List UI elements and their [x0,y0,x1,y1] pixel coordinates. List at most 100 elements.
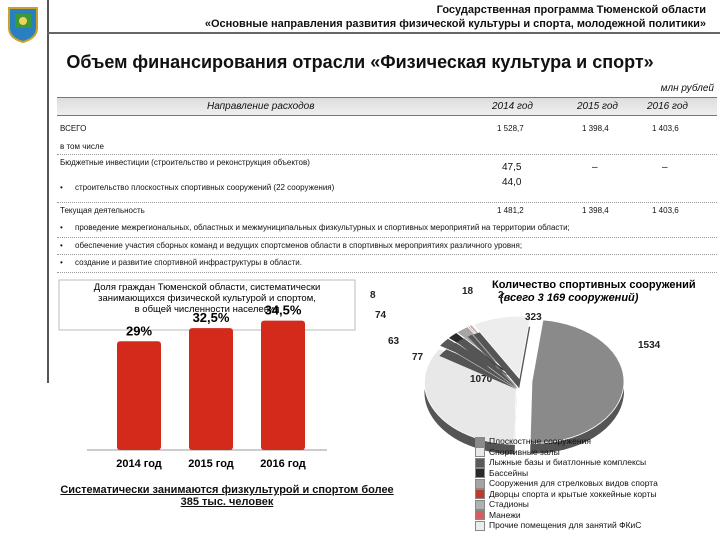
row-label: обеспечение участия сборных команд и вед… [75,241,523,250]
cell-2015: 1 398,4 [582,124,609,133]
chart-title-line2: занимающихся физической культурой и спор… [98,293,316,304]
cell-2014: 1 481,2 [497,206,524,215]
legend-swatch [475,520,485,531]
header-2015: 2015 год [577,101,618,112]
cell-2016: 1 403,6 [652,124,679,133]
pie-slice-depth [439,348,517,390]
bar [189,328,233,450]
pie-slice-depth [456,336,518,389]
row-label: создание и развитие спортивной инфрастру… [75,258,302,267]
bullet-icon: • [60,183,63,192]
bullet-icon: • [60,241,63,250]
left-sidebar [0,0,49,383]
pie-slice-label: 63 [388,336,400,347]
row-label: проведение межрегиональных, областных и … [75,223,570,232]
row-label: Текущая деятельность [60,206,145,215]
bar-value-label: 34,5% [265,303,302,318]
bar [261,320,305,450]
legend-swatch [475,510,485,521]
table-row: Текущая деятельность 1 481,2 1 398,4 1 4… [57,202,717,215]
unit-label: млн рублей [660,83,714,94]
bar-category-label: 2016 год [260,458,306,470]
legend-item: Прочие помещения для занятий ФКиС [475,520,658,531]
pie-slice-depth [469,334,518,389]
table-row: • обеспечение участия сборных команд и в… [57,237,717,250]
legend-label: Бассейны [489,467,529,478]
cell-2016: – [662,162,668,173]
cell-2015: – [592,162,598,173]
legend-swatch [475,447,485,458]
pie-chart: Количество спортивных сооружений (всего … [370,279,696,455]
pie-slice-label: 1070 [470,374,493,385]
legend-swatch [475,457,485,468]
chart-title-line3: в общей численности населения [135,304,280,315]
legend-item: Плоскостные сооружения [475,436,658,447]
pie-slice-label: 77 [412,352,424,363]
legend-item: Дворцы спорта и крытые хоккейные корты [475,489,658,500]
table-row: • создание и развитие спортивной инфраст… [57,254,717,273]
pie-slice-label: 18 [462,286,474,297]
header-program: Государственная программа Тюменской обла… [436,4,706,16]
row-label: в том числе [60,142,104,151]
legend-swatch [475,436,485,447]
header-2016: 2016 год [647,101,688,112]
legend-label: Лыжные базы и биатлонные комплексы [489,457,647,467]
cell-2014: 47,5 [502,162,522,173]
legend-label: Плоскостные сооружения [489,436,591,446]
legend-item: Манежи [475,510,658,521]
bar [117,341,161,450]
coat-of-arms-icon [8,7,38,44]
header-direction: Направление расходов [207,101,315,112]
bar-chart: Доля граждан Тюменской области, системат… [58,279,356,470]
chart-title-line1: Доля граждан Тюменской области, системат… [94,282,321,293]
pie-slice-label: 8 [370,290,376,301]
bar-category-label: 2014 год [116,458,162,470]
table-header: Направление расходов 2014 год 2015 год 2… [57,97,717,116]
row-label: Бюджетные инвестиции (строительство и ре… [60,158,310,167]
row-label: ВСЕГО [60,124,87,133]
legend-label: Стадионы [489,499,529,509]
pie-slice-label: 323 [525,312,542,323]
legend-swatch [475,468,485,479]
pie-slice [529,319,625,444]
page-title: Объем финансирования отрасли «Физическая… [66,52,654,72]
bar-value-label: 32,5% [193,310,230,325]
table-row: Бюджетные инвестиции (строительство и ре… [57,154,717,173]
row-label: строительство плоскостных спортивных соо… [75,183,335,192]
pie-slice-depth [471,334,519,389]
legend-swatch [475,478,485,489]
legend-label: Спортивные залы [489,446,560,457]
cell-2015: 1 398,4 [582,206,609,215]
legend-label: Сооружения для стрелковых видов спорта [489,478,658,488]
pie-slice-depth [448,342,518,390]
cell-2014: 44,0 [502,177,522,188]
pie-slice [472,315,531,380]
pie-title: Количество спортивных сооружений [492,279,696,291]
header-divider [47,32,720,34]
legend-item: Сооружения для стрелковых видов спорта [475,478,658,489]
header-2014: 2014 год [492,101,533,112]
legend-label: Дворцы спорта и крытые хоккейные корты [489,488,657,499]
legend-item: Лыжные базы и биатлонные комплексы [475,457,658,468]
legend-swatch [475,499,485,510]
pie-slice-label: 1534 [638,340,661,351]
bar-category-label: 2015 год [188,458,234,470]
legend-label: Прочие помещения для занятий ФКиС [489,520,642,530]
bar-value-label: 29% [126,323,152,338]
legend-item: Спортивные залы [475,447,658,458]
bullet-icon: • [60,223,63,232]
legend-label: Манежи [489,509,521,520]
legend-swatch [475,489,485,500]
pie-slice-label: 74 [375,310,387,321]
summary-caption: Систематически занимаются физкультурой и… [60,484,394,508]
pie-slice-depth [467,336,518,389]
header-subtitle: «Основные направления развития физическо… [204,18,706,30]
pie-subtitle: (всего 3 169 сооружений) [500,292,639,304]
legend-item: Стадионы [475,499,658,510]
bullet-icon: • [60,258,63,267]
pie-slice-label: 2 [498,290,504,301]
pie-legend: Плоскостные сооружения Спортивные залы Лыж… [475,436,658,531]
legend-item: Бассейны [475,468,658,479]
cell-2014: 1 528,7 [497,124,524,133]
cell-2016: 1 403,6 [652,206,679,215]
